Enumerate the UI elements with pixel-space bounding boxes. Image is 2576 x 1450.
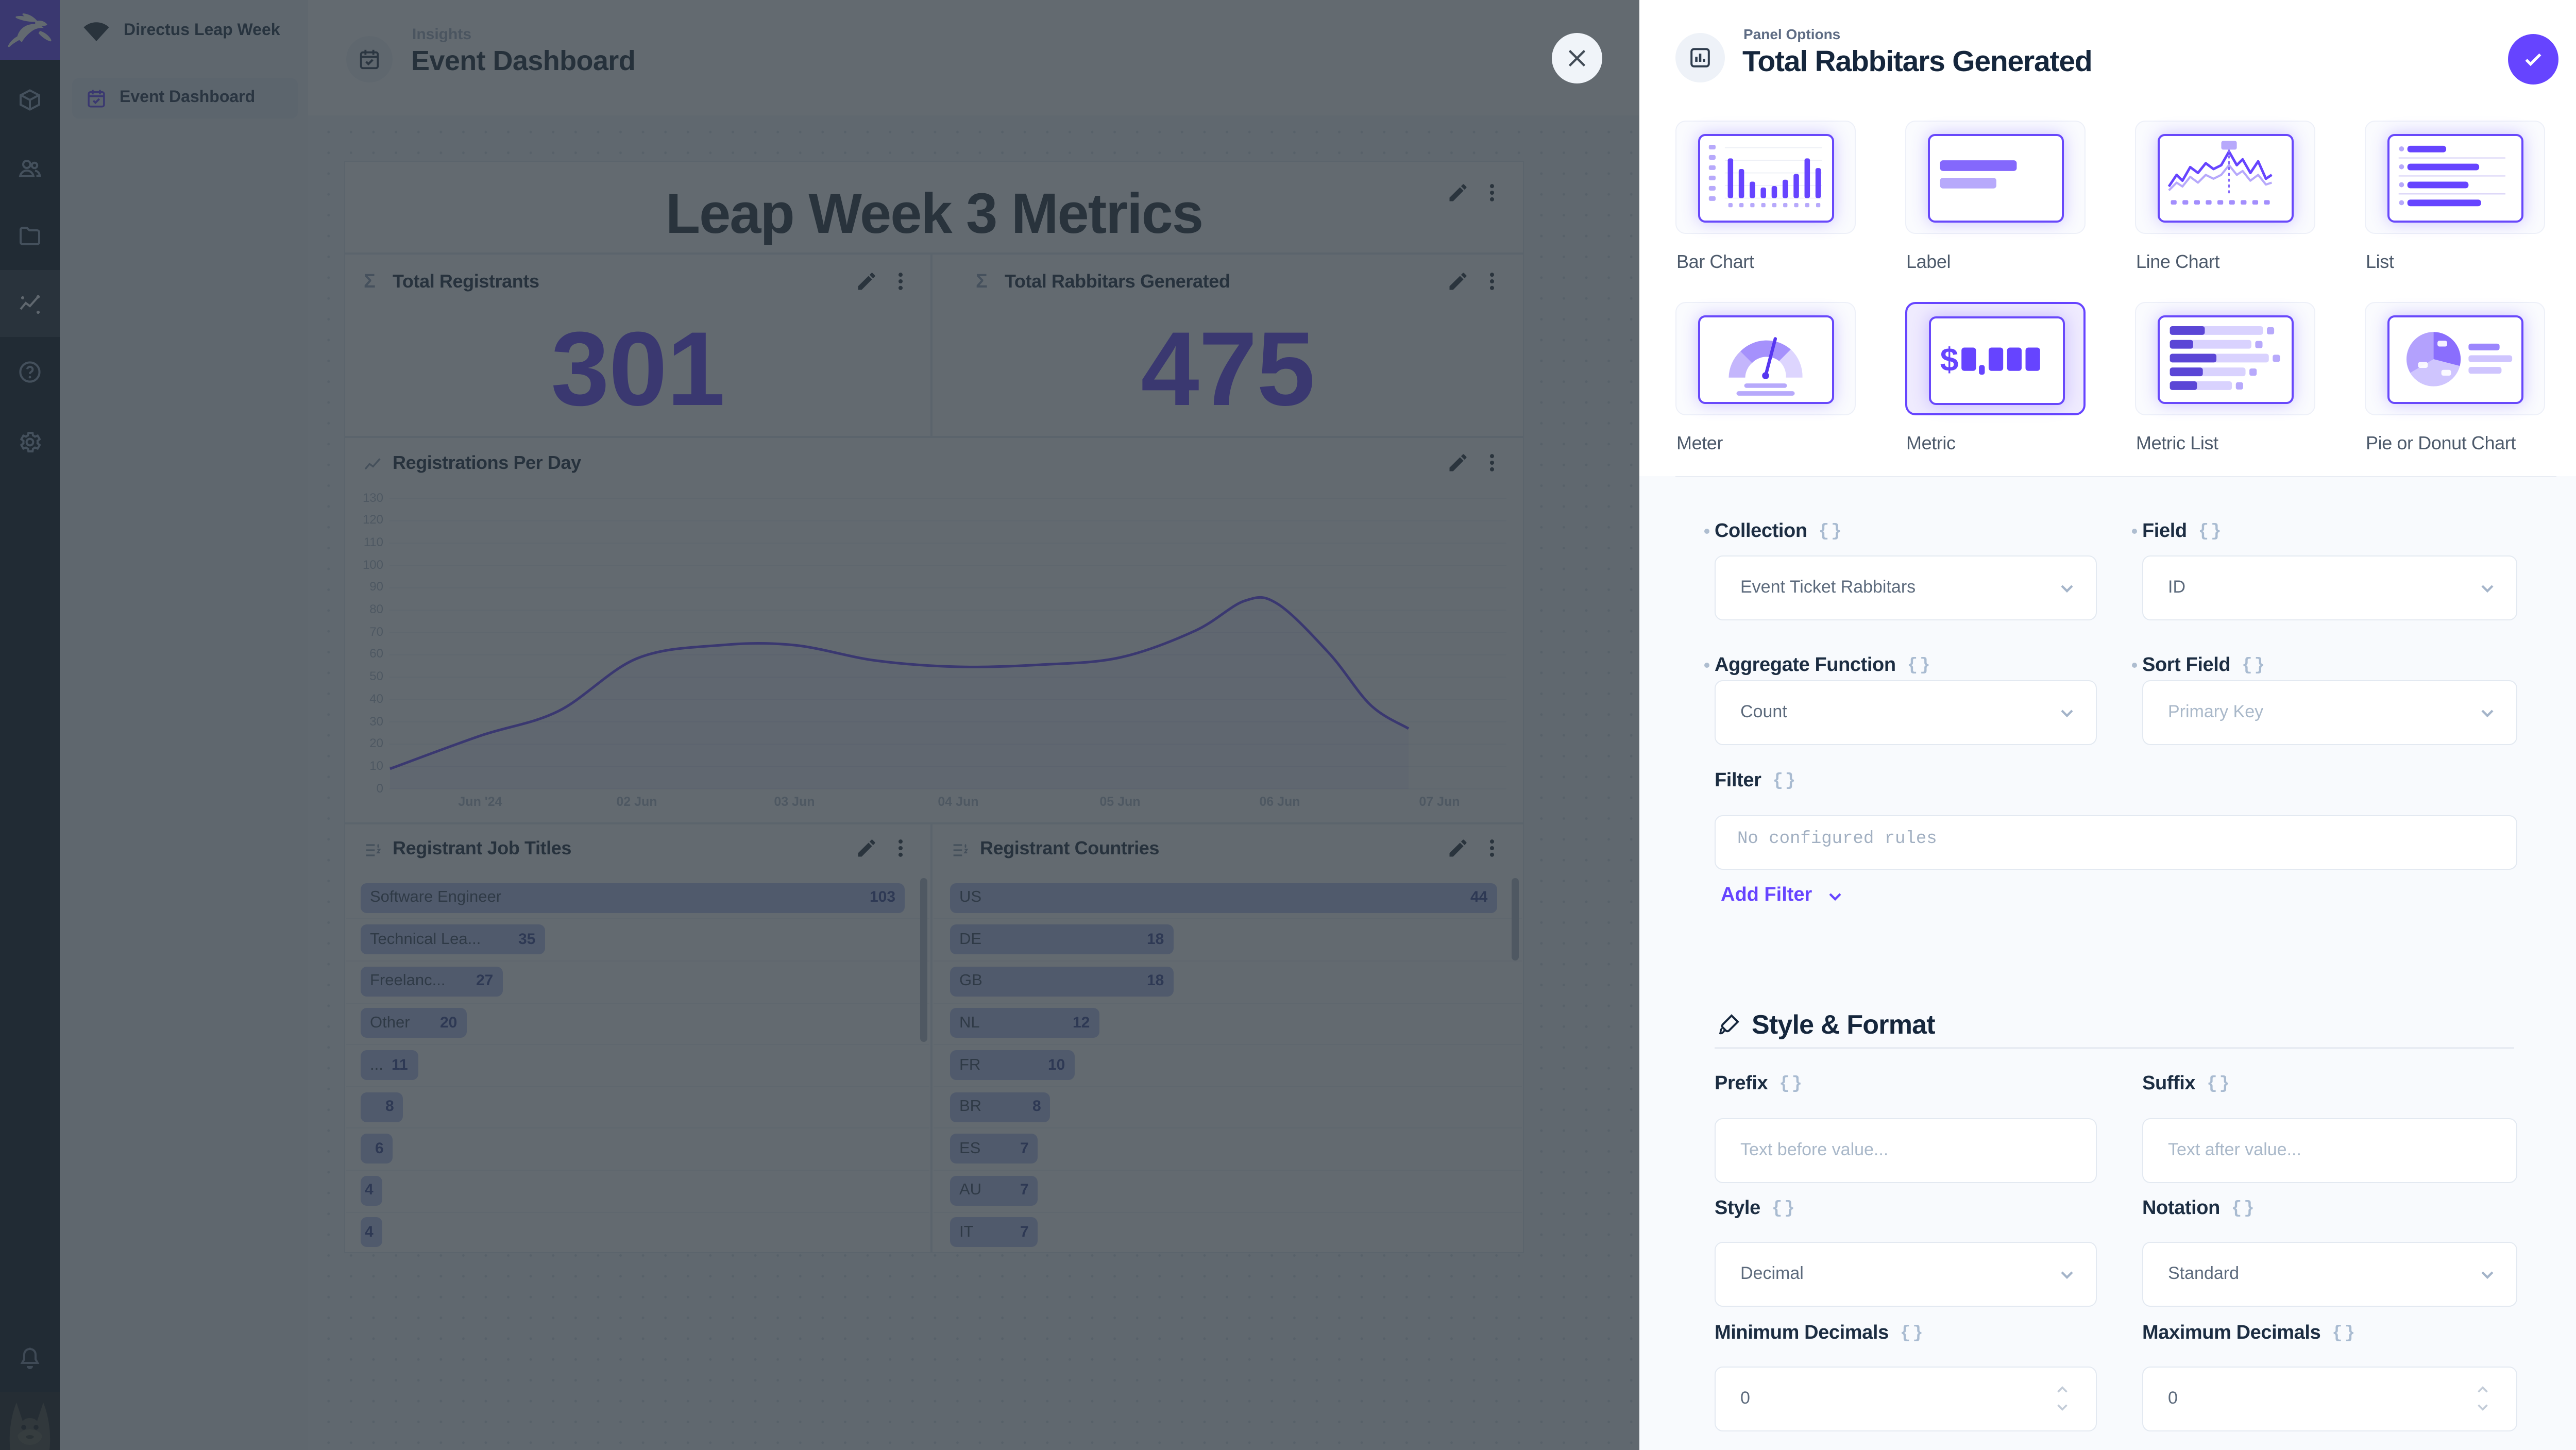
svg-text:$: $ [1940,341,1959,378]
